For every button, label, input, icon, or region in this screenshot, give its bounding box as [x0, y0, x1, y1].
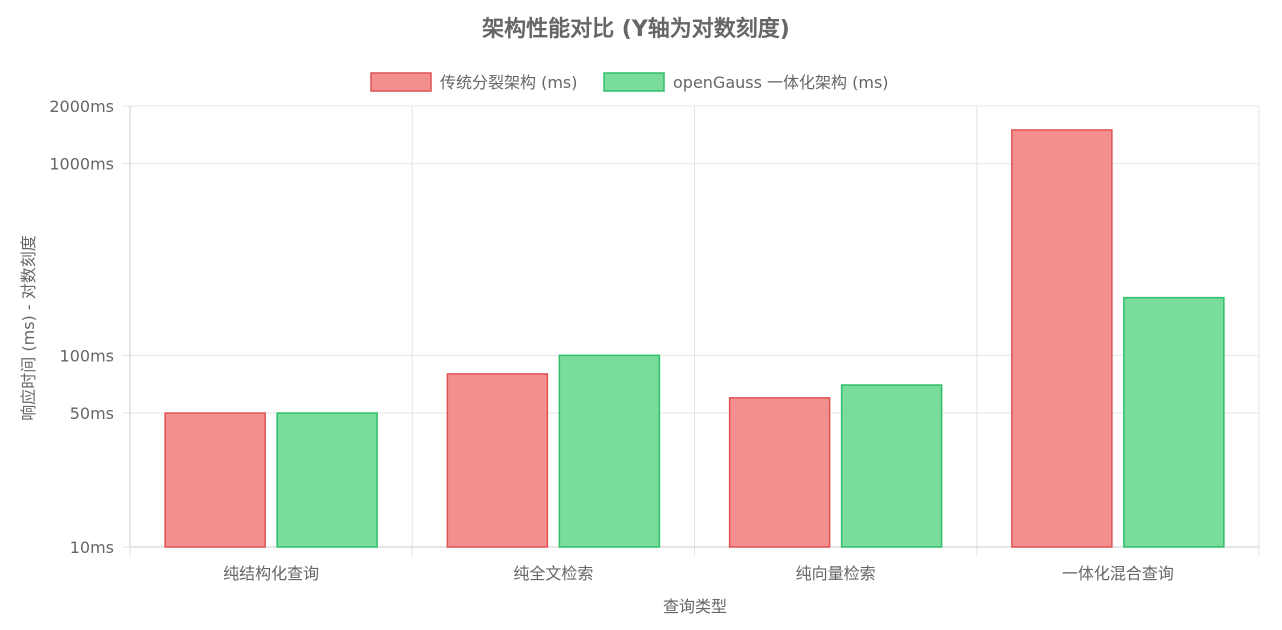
y-axis-title: 响应时间 (ms) - 对数刻度	[19, 235, 38, 420]
legend-label-traditional: 传统分裂架构 (ms)	[440, 73, 578, 92]
legend-swatch-opengauss	[603, 72, 665, 92]
legend-label-opengauss: openGauss 一体化架构 (ms)	[673, 73, 889, 92]
x-tick-label: 一体化混合查询	[1062, 564, 1174, 583]
y-axis: 10ms 50ms 100ms 1000ms 2000ms	[49, 97, 131, 557]
legend: 传统分裂架构 (ms) openGauss 一体化架构 (ms)	[370, 72, 889, 92]
legend-item-traditional[interactable]: 传统分裂架构 (ms)	[370, 72, 578, 92]
x-axis-title: 查询类型	[663, 597, 727, 616]
y-tick-label: 100ms	[60, 346, 114, 365]
legend-swatch-traditional	[370, 72, 432, 92]
x-tick-label: 纯向量检索	[796, 564, 876, 583]
bar-traditional-0[interactable]	[164, 412, 266, 548]
y-tick-label: 50ms	[70, 404, 114, 423]
legend-item-opengauss[interactable]: openGauss 一体化架构 (ms)	[603, 72, 889, 92]
x-tick-label: 纯结构化查询	[223, 564, 319, 583]
bar-traditional-3[interactable]	[1011, 129, 1113, 548]
bar-traditional-2[interactable]	[728, 397, 831, 548]
y-tick-label: 10ms	[70, 538, 114, 557]
bar-opengauss-3[interactable]	[1123, 296, 1225, 548]
bar-opengauss-0[interactable]	[276, 412, 378, 548]
x-tick-label: 纯全文检索	[513, 564, 593, 583]
chart-title: 架构性能对比 (Y轴为对数刻度)	[482, 16, 790, 42]
bar-traditional-1[interactable]	[446, 373, 549, 548]
y-tick-label: 2000ms	[49, 97, 114, 116]
bar-opengauss-2[interactable]	[840, 384, 943, 548]
x-axis: 纯结构化查询 纯全文检索 纯向量检索 一体化混合查询	[129, 546, 1260, 583]
y-tick-label: 1000ms	[49, 155, 114, 174]
bars	[164, 129, 1225, 548]
bar-opengauss-1[interactable]	[558, 354, 661, 548]
